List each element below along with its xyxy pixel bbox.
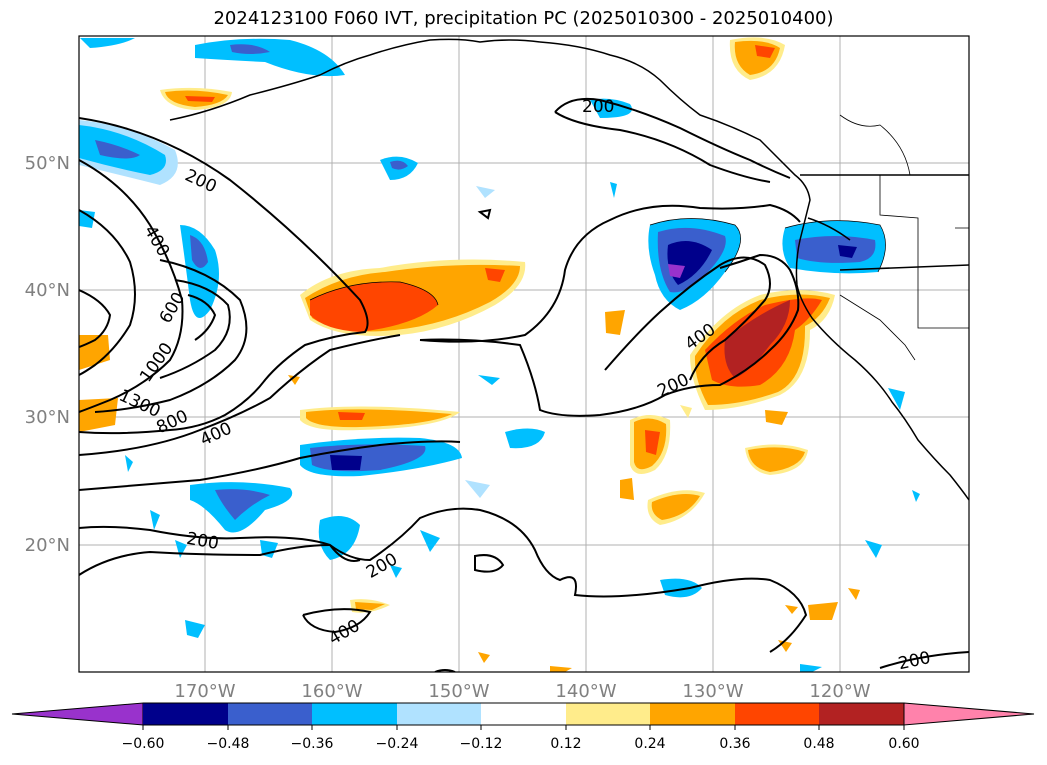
lat-label: 30°N <box>25 407 70 428</box>
lat-label: 40°N <box>25 280 70 301</box>
lon-label: 170°W <box>174 681 235 702</box>
colorbar-tick-label: −0.48 <box>207 736 250 752</box>
colorbar-swatch <box>566 703 650 725</box>
colorbar-tick-label: 0.60 <box>888 736 919 752</box>
colorbar-swatch <box>481 703 566 725</box>
colorbar-tick-label: −0.24 <box>376 736 419 752</box>
state-borders <box>839 114 969 361</box>
map-frame <box>78 35 970 673</box>
colorbar-tick-label: 0.24 <box>634 736 665 752</box>
lon-label: 130°W <box>682 681 743 702</box>
map-content <box>79 36 969 672</box>
colorbar-swatch <box>735 703 819 725</box>
ivt-contours <box>79 97 969 672</box>
contour-label: 200 <box>582 97 614 117</box>
positive-anomaly-fields <box>79 37 860 672</box>
colorbar-extend-high <box>903 702 1035 726</box>
negative-anomaly-fields <box>79 38 920 672</box>
lon-label: 160°W <box>301 681 362 702</box>
colorbar-swatch <box>143 703 228 725</box>
colorbar-tick-label: 0.36 <box>719 736 750 752</box>
colorbar-swatch <box>397 703 481 725</box>
lat-label: 50°N <box>25 153 70 174</box>
colorbar-tick-label: −0.60 <box>122 736 165 752</box>
colorbar-extend-low <box>11 702 144 726</box>
coastlines <box>169 38 969 501</box>
lat-label: 20°N <box>25 535 70 556</box>
lon-label: 120°W <box>809 681 870 702</box>
longitude-labels: 170°W 160°W 150°W 140°W 130°W 120°W <box>174 681 870 702</box>
colorbar-tick-label: −0.36 <box>291 736 334 752</box>
lon-label: 150°W <box>428 681 489 702</box>
colorbar-tick-label: 0.48 <box>803 736 834 752</box>
gridlines <box>79 36 969 672</box>
colorbar: −0.60 −0.48 −0.36 −0.24 −0.12 0.12 0.24 … <box>11 702 1035 752</box>
colorbar-tick-label: 0.12 <box>550 736 581 752</box>
colorbar-swatch <box>650 703 735 725</box>
anomaly-outlines <box>309 218 886 306</box>
colorbar-swatch <box>228 703 312 725</box>
colorbar-tick-label: −0.12 <box>460 736 503 752</box>
colorbar-swatch <box>819 703 904 725</box>
map-title: 2024123100 F060 IVT, precipitation PC (2… <box>213 8 834 29</box>
lon-label: 140°W <box>555 681 616 702</box>
colorbar-swatch <box>312 703 397 725</box>
latitude-labels: 50°N 40°N 30°N 20°N <box>25 153 70 556</box>
